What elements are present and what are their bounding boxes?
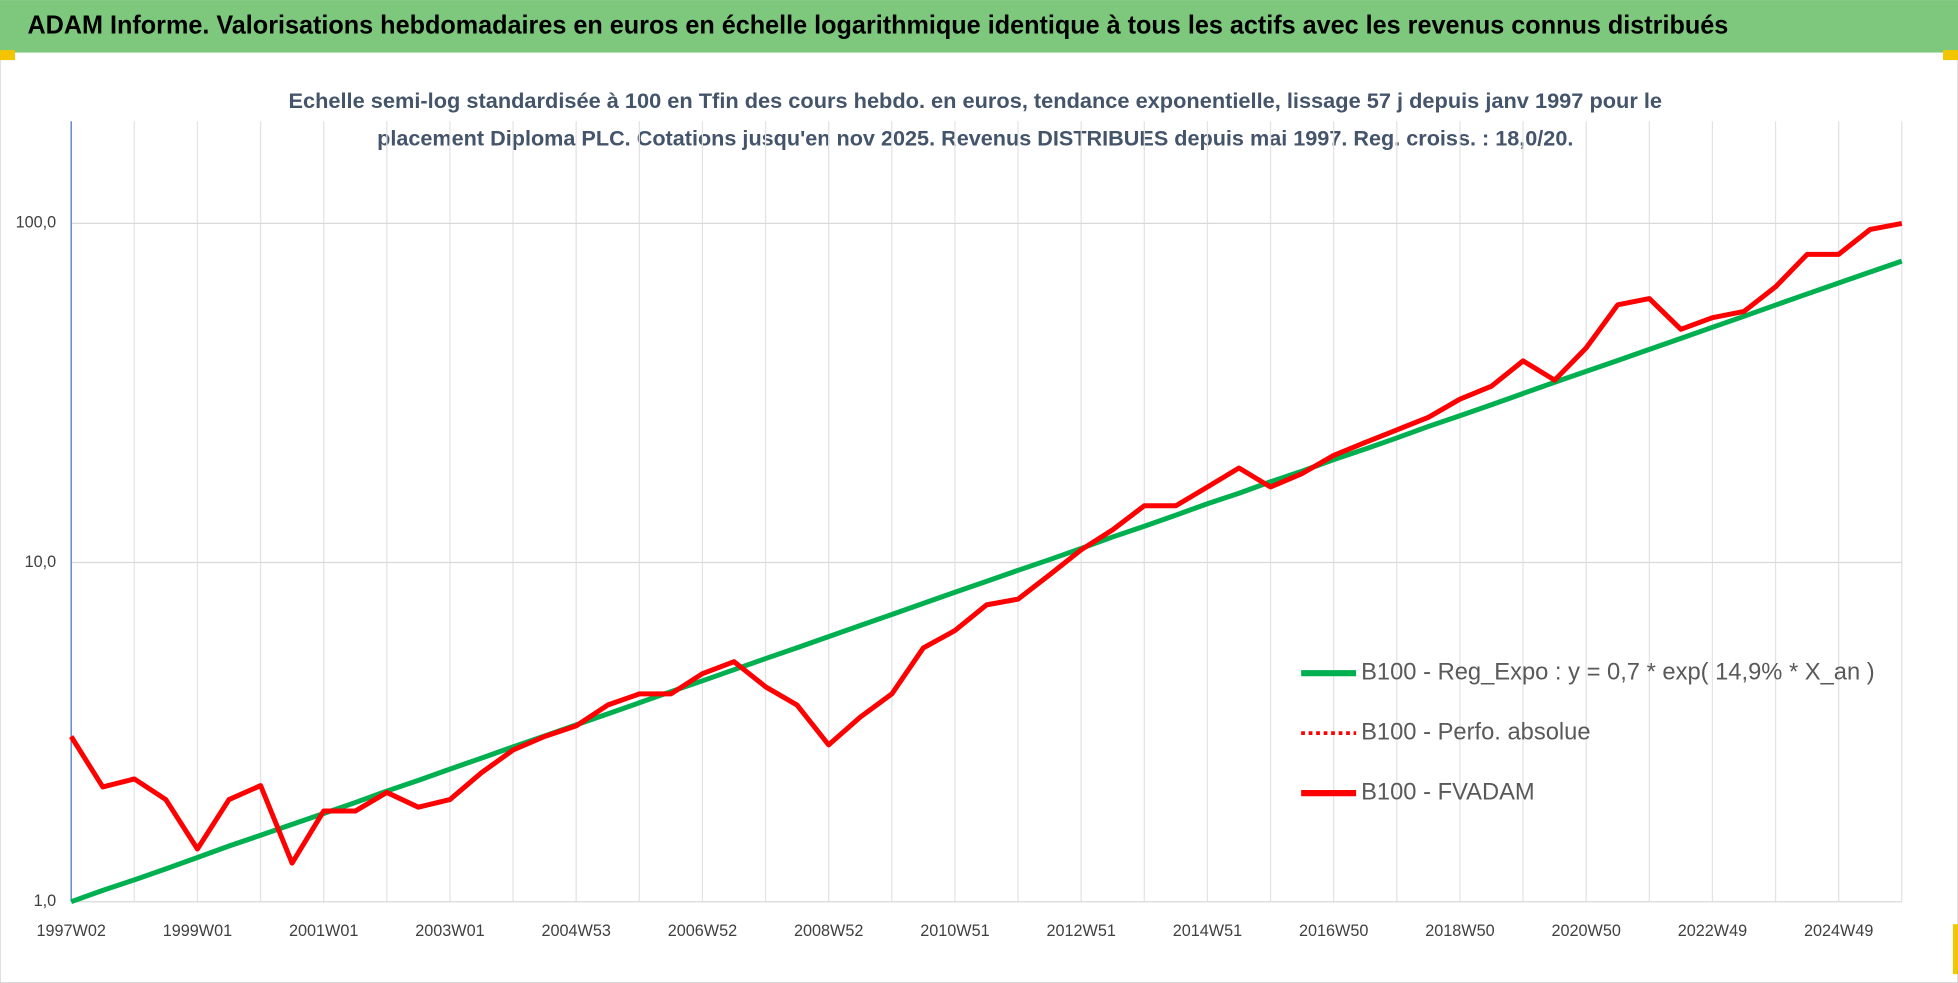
- corner: [1953, 924, 1958, 975]
- x-tick-label: 2016W50: [1299, 922, 1368, 940]
- corner: [1943, 50, 1958, 61]
- y-tick-label: 1,0: [34, 892, 57, 910]
- x-tick-label: 2001W01: [289, 922, 358, 940]
- corner: [0, 50, 15, 61]
- x-tick-label: 2004W53: [541, 922, 610, 940]
- legend-label: B100 - Reg_Expo : y = 0,7 * exp( 14,9% *…: [1361, 659, 1875, 685]
- legend-label: B100 - Perfo. absolue: [1361, 719, 1590, 745]
- y-tick-label: 100,0: [16, 214, 57, 232]
- x-tick-label: 2008W52: [794, 922, 863, 940]
- x-tick-label: 1999W01: [163, 922, 232, 940]
- y-tick-label: 10,0: [25, 553, 57, 571]
- x-tick-label: 2012W51: [1046, 922, 1115, 940]
- x-tick-label: 2010W51: [920, 922, 989, 940]
- x-tick-label: 2014W51: [1173, 922, 1242, 940]
- x-tick-label: 2003W01: [415, 922, 484, 940]
- x-tick-label: 2006W52: [668, 922, 737, 940]
- x-tick-label: 2018W50: [1425, 922, 1494, 940]
- chart-title: Echelle semi-log standardisée à 100 en T…: [288, 90, 1662, 113]
- banner: [0, 0, 1958, 53]
- x-tick-label: 1997W02: [36, 922, 105, 940]
- series-line: [69, 220, 1903, 866]
- x-tick-label: 2024W49: [1804, 922, 1873, 940]
- banner-title: ADAM Informe. Valorisations hebdomadaire…: [27, 9, 1728, 39]
- x-tick-label: 2020W50: [1551, 922, 1620, 940]
- series-line: [70, 258, 1903, 905]
- x-tick-label: 2022W49: [1678, 922, 1747, 940]
- legend-label: B100 - FVADAM: [1361, 779, 1535, 805]
- chart-title: placement Diploma PLC. Cotations jusqu'e…: [377, 128, 1573, 151]
